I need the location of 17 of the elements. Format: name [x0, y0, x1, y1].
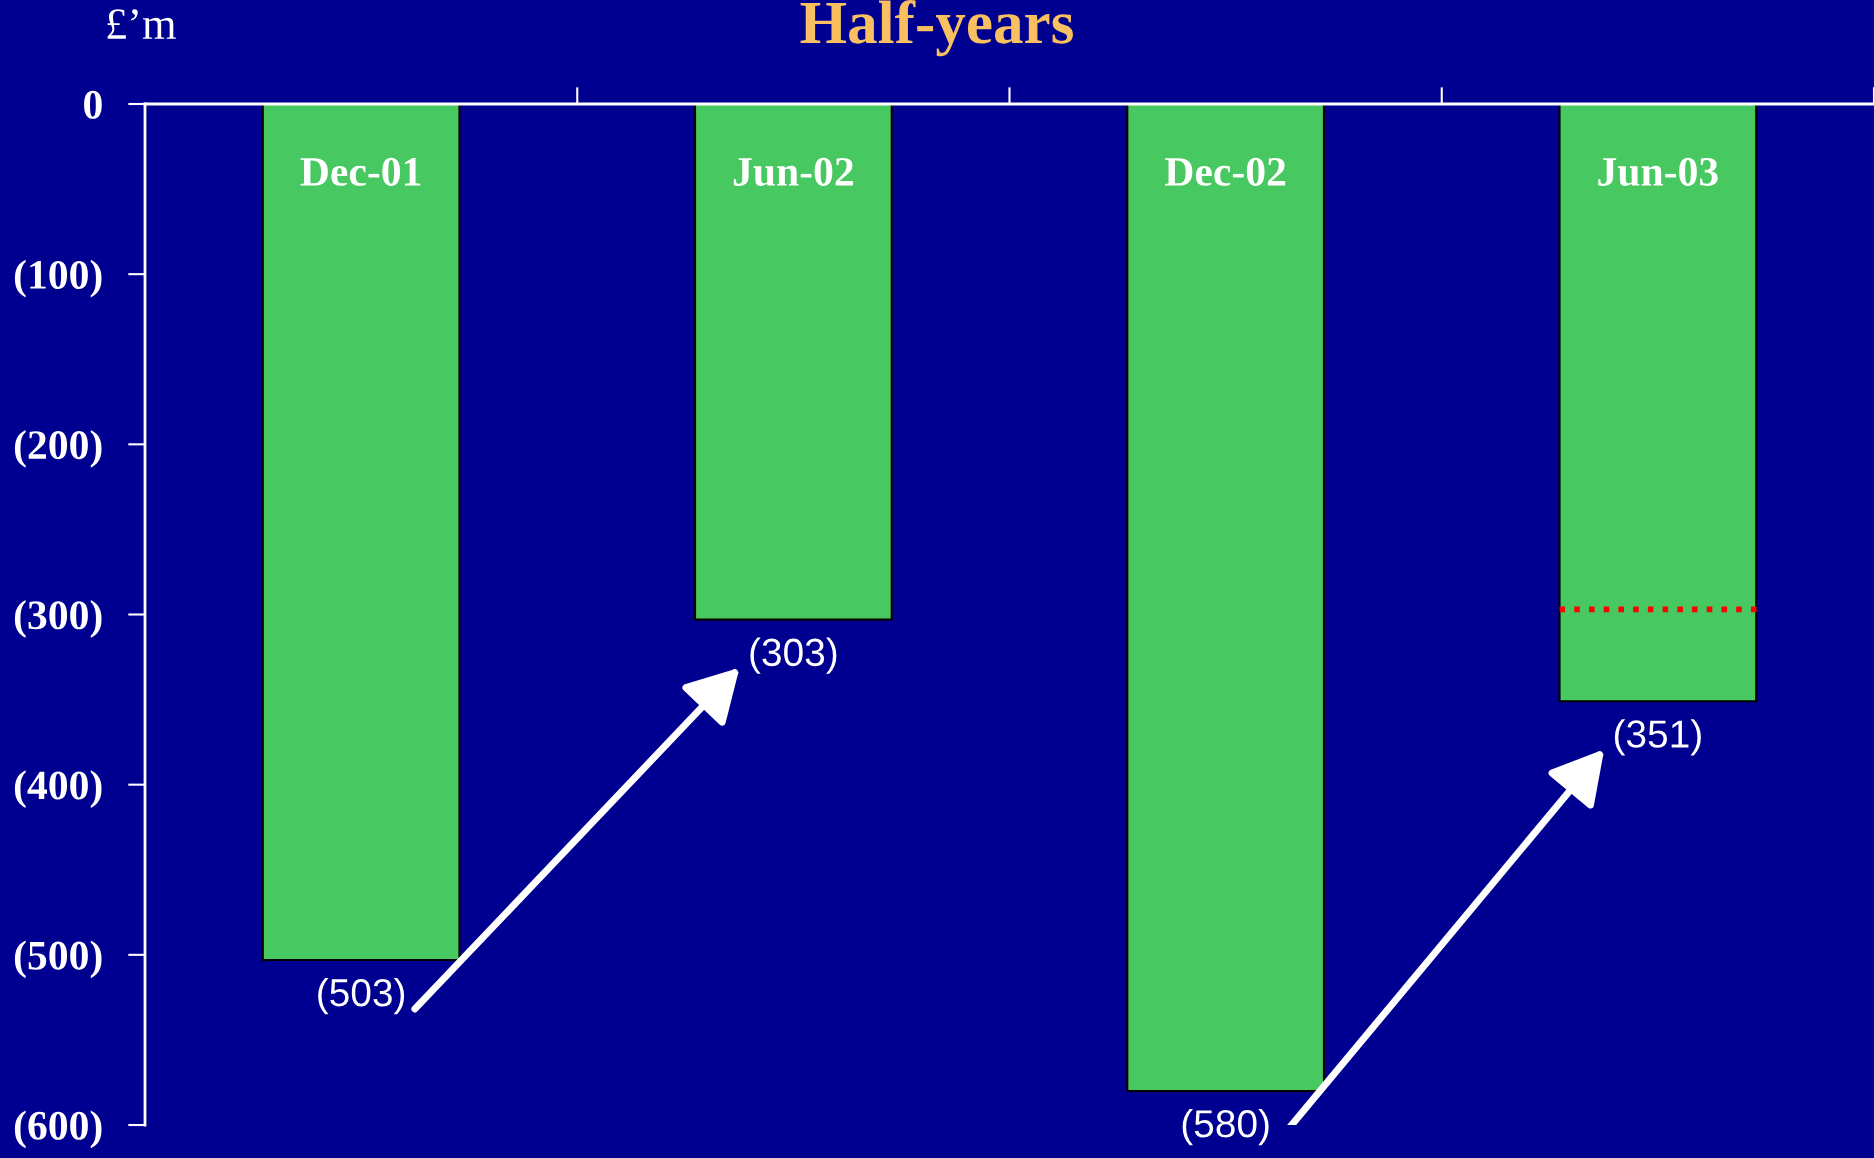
y-tick-label: (300): [14, 600, 102, 638]
data-label: (503): [318, 977, 405, 1015]
x-tick-label: Dec-01: [300, 157, 421, 186]
y-axis-title: £’m: [107, 9, 176, 39]
y-tick-label: (400): [14, 770, 102, 808]
data-label: (351): [1614, 719, 1701, 756]
y-tick-label: (100): [14, 259, 102, 298]
x-tick-label: Jun-02: [733, 157, 853, 186]
x-tick-label: Dec-02: [1165, 157, 1286, 186]
x-tick-label: Jun-03: [1598, 157, 1718, 186]
chart-title: Half-years: [800, 0, 1073, 57]
y-tick-label: (500): [14, 940, 102, 979]
data-label: (580): [1182, 1108, 1269, 1146]
y-tick-label: (200): [14, 429, 102, 468]
y-tick-label: (600): [14, 1110, 102, 1149]
data-label: (303): [750, 637, 837, 674]
y-tick-label: 0: [84, 90, 102, 119]
